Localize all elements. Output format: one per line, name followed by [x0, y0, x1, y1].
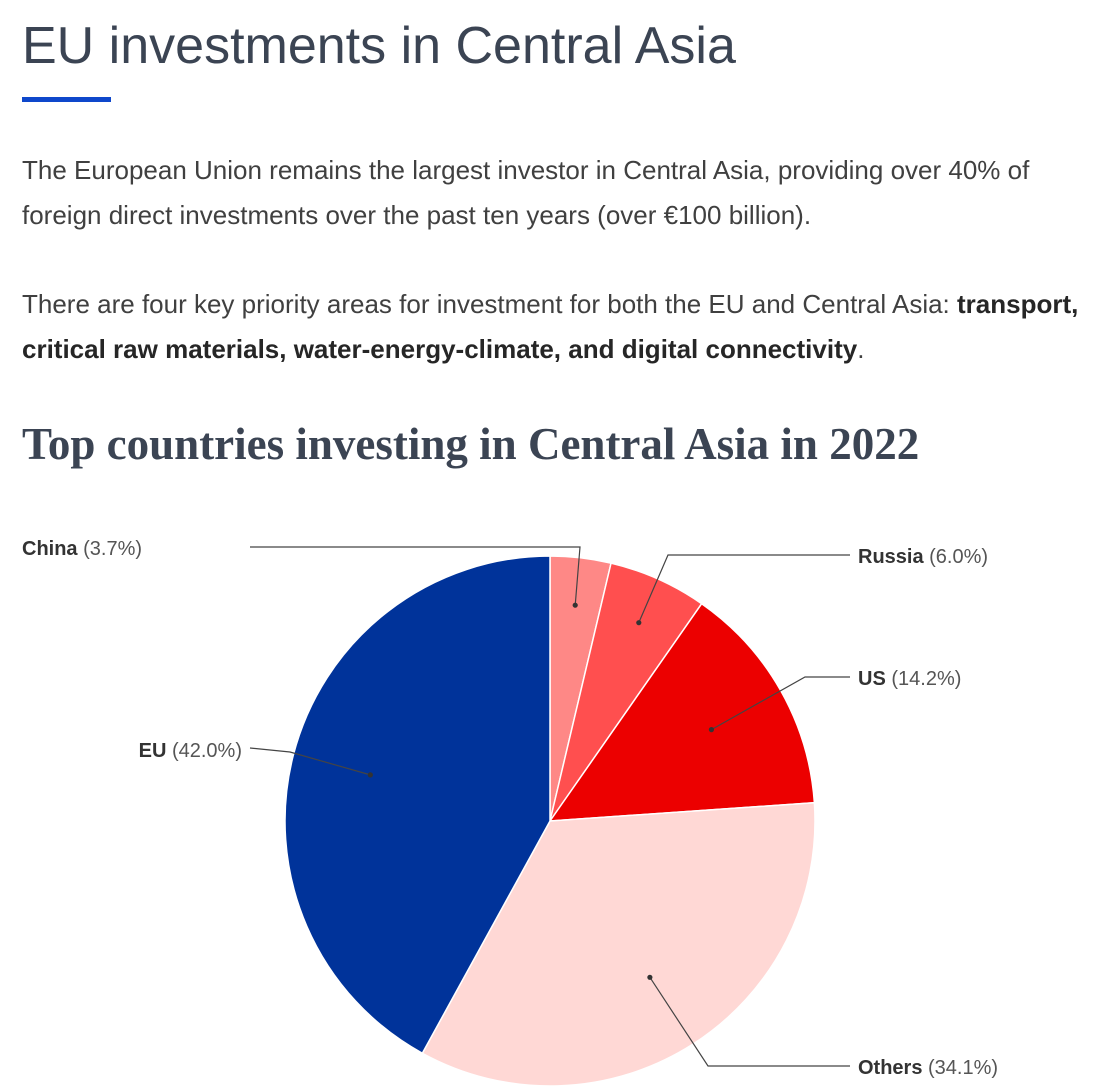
- slice-value: (3.7%): [78, 538, 142, 560]
- intro-paragraph-1: The European Union remains the largest i…: [22, 155, 1030, 230]
- leader-dot-others: [647, 974, 653, 980]
- intro-paragraph-2: There are four key priority areas for in…: [22, 282, 1082, 372]
- leader-line-russia: [638, 554, 850, 623]
- chart-title: Top countries investing in Central Asia …: [22, 419, 920, 469]
- leader-dot-eu: [367, 772, 373, 778]
- leader-line-us: [711, 676, 850, 731]
- slice-value: (6.0%): [924, 546, 988, 568]
- pie-slice-eu[interactable]: [284, 555, 551, 1055]
- title-underline: [22, 97, 111, 102]
- pie-labels: China (3.7%) Russia (6.0%) US (14.2%) Other…: [22, 538, 998, 1079]
- leader-dot-us: [708, 726, 715, 733]
- slice-label-russia: Russia (6.0%): [858, 546, 988, 568]
- priority-areas: transport, critical raw materials, water…: [22, 289, 1079, 364]
- pie-slices: [284, 555, 816, 1087]
- slice-value: (34.1%): [922, 1057, 998, 1079]
- leader-dot-russia: [636, 620, 642, 626]
- slice-value: (14.2%): [886, 668, 962, 690]
- slice-value: (42.0%): [166, 740, 242, 762]
- page-title: EU investments in Central Asia: [22, 17, 736, 75]
- intro-paragraph-2-text: There are four key priority areas for in…: [22, 289, 957, 319]
- slice-name: Russia: [858, 546, 924, 568]
- slice-name: Others: [858, 1057, 922, 1079]
- intro-paragraph-2-end: .: [857, 334, 865, 364]
- pie-leader-lines: [249, 546, 850, 1067]
- leader-dot-china: [572, 602, 578, 608]
- leader-line-china: [250, 546, 581, 606]
- slice-name: EU: [139, 740, 167, 762]
- leader-line-others: [649, 976, 850, 1067]
- slice-label-others: Others (34.1%): [858, 1057, 998, 1079]
- slice-name: US: [858, 668, 886, 690]
- slice-name: China: [22, 538, 78, 560]
- slice-label-eu: EU (42.0%): [139, 740, 242, 762]
- pie-slice-others[interactable]: [421, 801, 816, 1087]
- slice-label-china: China (3.7%): [22, 538, 142, 560]
- leader-line-eu: [249, 747, 371, 776]
- slice-label-us: US (14.2%): [858, 668, 961, 690]
